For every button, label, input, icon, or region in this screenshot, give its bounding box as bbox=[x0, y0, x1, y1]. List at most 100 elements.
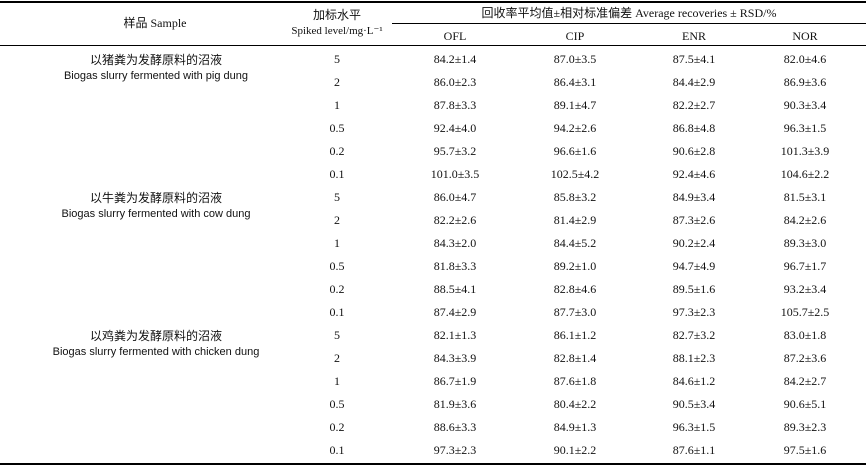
table-row: 1 84.3±2.0 84.4±5.2 90.2±2.4 89.3±3.0 bbox=[0, 232, 866, 255]
cell-enr: 90.2±2.4 bbox=[672, 236, 716, 250]
header-col-enr: ENR bbox=[682, 29, 706, 43]
cell-enr: 82.2±2.7 bbox=[672, 98, 716, 112]
cell-ofl: 82.2±2.6 bbox=[433, 213, 477, 227]
cell-cip: 102.5±4.2 bbox=[550, 167, 600, 181]
cell-cip: 89.1±4.7 bbox=[553, 98, 597, 112]
cell-enr: 90.5±3.4 bbox=[672, 397, 716, 411]
cell-ofl: 86.0±4.7 bbox=[433, 190, 477, 204]
cell-cip: 80.4±2.2 bbox=[553, 397, 597, 411]
cell-enr: 87.3±2.6 bbox=[672, 213, 716, 227]
table-row: 0.2 88.5±4.1 82.8±4.6 89.5±1.6 93.2±3.4 bbox=[0, 278, 866, 301]
sample-name-zh: 以牛粪为发酵原料的沼液 bbox=[89, 191, 222, 205]
cell-nor: 89.3±3.0 bbox=[783, 236, 827, 250]
cell-level: 2 bbox=[334, 75, 340, 89]
cell-cip: 85.8±3.2 bbox=[553, 190, 597, 204]
cell-cip: 82.8±1.4 bbox=[553, 351, 597, 365]
cell-ofl: 101.0±3.5 bbox=[430, 167, 480, 181]
cell-level: 2 bbox=[334, 213, 340, 227]
cell-nor: 101.3±3.9 bbox=[780, 144, 830, 158]
cell-level: 1 bbox=[334, 374, 340, 388]
cell-enr: 97.3±2.3 bbox=[672, 305, 716, 319]
cell-nor: 96.3±1.5 bbox=[783, 121, 827, 135]
cell-level: 0.2 bbox=[329, 420, 345, 434]
cell-cip: 81.4±2.9 bbox=[553, 213, 597, 227]
sample-name-zh: 以猪粪为发酵原料的沼液 bbox=[89, 53, 222, 67]
cell-enr: 96.3±1.5 bbox=[672, 420, 716, 434]
cell-level: 0.1 bbox=[329, 443, 345, 457]
cell-ofl: 81.8±3.3 bbox=[433, 259, 477, 273]
table-row: 2 82.2±2.6 81.4±2.9 87.3±2.6 84.2±2.6 bbox=[0, 209, 866, 232]
cell-nor: 105.7±2.5 bbox=[780, 305, 830, 319]
sample-name-en: Biogas slurry fermented with chicken dun… bbox=[52, 346, 260, 358]
sample-group-label: 以牛粪为发酵原料的沼液 Biogas slurry fermented with … bbox=[0, 190, 312, 222]
cell-enr: 87.6±1.1 bbox=[672, 443, 716, 457]
table-row: 2 86.0±2.3 86.4±3.1 84.4±2.9 86.9±3.6 bbox=[0, 71, 866, 94]
cell-ofl: 97.3±2.3 bbox=[433, 443, 477, 457]
cell-level: 5 bbox=[334, 190, 340, 204]
sample-name-en: Biogas slurry fermented with pig dung bbox=[63, 70, 249, 82]
cell-enr: 84.6±1.2 bbox=[672, 374, 716, 388]
cell-ofl: 88.5±4.1 bbox=[433, 282, 477, 296]
cell-cip: 84.9±1.3 bbox=[553, 420, 597, 434]
cell-ofl: 95.7±3.2 bbox=[433, 144, 477, 158]
cell-ofl: 86.0±2.3 bbox=[433, 75, 477, 89]
sample-name-zh: 以鸡粪为发酵原料的沼液 bbox=[89, 329, 222, 343]
header-col-cip: CIP bbox=[565, 29, 585, 43]
table-row: 5 86.0±4.7 85.8±3.2 84.9±3.4 81.5±3.1 bbox=[0, 186, 866, 209]
cell-nor: 96.7±1.7 bbox=[783, 259, 827, 273]
cell-enr: 87.5±4.1 bbox=[672, 52, 716, 66]
cell-cip: 94.2±2.6 bbox=[553, 121, 597, 135]
header-sample: 样品 Sample bbox=[123, 16, 187, 30]
cell-nor: 90.6±5.1 bbox=[783, 397, 827, 411]
cell-level: 0.5 bbox=[329, 259, 345, 273]
cell-level: 0.1 bbox=[329, 305, 345, 319]
cell-ofl: 92.4±4.0 bbox=[433, 121, 477, 135]
cell-enr: 86.8±4.8 bbox=[672, 121, 716, 135]
cell-cip: 86.1±1.2 bbox=[553, 328, 597, 342]
cell-enr: 92.4±4.6 bbox=[672, 167, 716, 181]
cell-cip: 87.6±1.8 bbox=[553, 374, 597, 388]
table-row: 2 84.3±3.9 82.8±1.4 88.1±2.3 87.2±3.6 bbox=[0, 347, 866, 370]
header-spiked-en: Spiked level/mg·L⁻¹ bbox=[291, 25, 383, 37]
cell-ofl: 81.9±3.6 bbox=[433, 397, 477, 411]
cell-level: 0.2 bbox=[329, 144, 345, 158]
cell-ofl: 87.4±2.9 bbox=[433, 305, 477, 319]
table-row: 5 84.2±1.4 87.0±3.5 87.5±4.1 82.0±4.6 bbox=[0, 48, 866, 71]
cell-level: 5 bbox=[334, 52, 340, 66]
cell-level: 1 bbox=[334, 98, 340, 112]
cell-nor: 82.0±4.6 bbox=[783, 52, 827, 66]
cell-cip: 90.1±2.2 bbox=[553, 443, 597, 457]
table-row: 0.1 97.3±2.3 90.1±2.2 87.6±1.1 97.5±1.6 bbox=[0, 439, 866, 462]
cell-enr: 84.4±2.9 bbox=[672, 75, 716, 89]
table-row: 0.1 87.4±2.9 87.7±3.0 97.3±2.3 105.7±2.5 bbox=[0, 301, 866, 324]
cell-enr: 90.6±2.8 bbox=[672, 144, 716, 158]
cell-ofl: 87.8±3.3 bbox=[433, 98, 477, 112]
top-rule bbox=[0, 1, 866, 3]
cell-enr: 84.9±3.4 bbox=[672, 190, 716, 204]
table-row: 5 82.1±1.3 86.1±1.2 82.7±3.2 83.0±1.8 bbox=[0, 324, 866, 347]
cell-enr: 89.5±1.6 bbox=[672, 282, 716, 296]
header-rule bbox=[0, 45, 866, 46]
cell-ofl: 84.3±3.9 bbox=[433, 351, 477, 365]
cell-cip: 87.0±3.5 bbox=[553, 52, 597, 66]
cell-nor: 90.3±3.4 bbox=[783, 98, 827, 112]
table-row: 0.1 101.0±3.5 102.5±4.2 92.4±4.6 104.6±2.2 bbox=[0, 163, 866, 186]
cell-ofl: 86.7±1.9 bbox=[433, 374, 477, 388]
cell-nor: 83.0±1.8 bbox=[783, 328, 827, 342]
cell-enr: 82.7±3.2 bbox=[672, 328, 716, 342]
table-row: 1 87.8±3.3 89.1±4.7 82.2±2.7 90.3±3.4 bbox=[0, 94, 866, 117]
cell-enr: 94.7±4.9 bbox=[672, 259, 716, 273]
table-row: 0.5 81.8±3.3 89.2±1.0 94.7±4.9 96.7±1.7 bbox=[0, 255, 866, 278]
table-row: 0.2 88.6±3.3 84.9±1.3 96.3±1.5 89.3±2.3 bbox=[0, 416, 866, 439]
cell-cip: 96.6±1.6 bbox=[553, 144, 597, 158]
table-row: 0.5 81.9±3.6 80.4±2.2 90.5±3.4 90.6±5.1 bbox=[0, 393, 866, 416]
cell-ofl: 84.2±1.4 bbox=[433, 52, 477, 66]
cell-cip: 87.7±3.0 bbox=[553, 305, 597, 319]
table-row: 1 86.7±1.9 87.6±1.8 84.6±1.2 84.2±2.7 bbox=[0, 370, 866, 393]
cell-nor: 93.2±3.4 bbox=[783, 282, 827, 296]
header-subrule bbox=[392, 23, 866, 24]
cell-nor: 81.5±3.1 bbox=[783, 190, 827, 204]
cell-ofl: 82.1±1.3 bbox=[433, 328, 477, 342]
cell-nor: 104.6±2.2 bbox=[780, 167, 830, 181]
cell-cip: 82.8±4.6 bbox=[553, 282, 597, 296]
